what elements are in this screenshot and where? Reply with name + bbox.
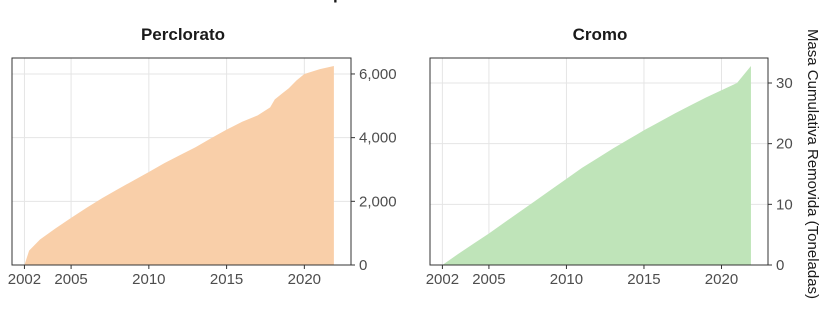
y-axis-perclorato: 0 2,000 4,000 6,000: [351, 66, 397, 274]
x-axis-cromo: 2002 2005 2010 2015 2020: [426, 265, 738, 288]
panel-title-cromo: Cromo: [573, 25, 628, 44]
area-series-perclorato: [24, 66, 334, 265]
y-axis-label: Masa Cumulativa Removida (Toneladas): [804, 29, 821, 299]
y-tick-label: 30: [776, 75, 793, 92]
x-tick-label: 2010: [550, 271, 583, 288]
x-tick-label: 2015: [627, 271, 660, 288]
x-tick-label: 2005: [54, 271, 87, 288]
y-tick-label: 2,000: [359, 193, 397, 210]
x-tick-label: 2020: [705, 271, 738, 288]
x-tick-label: 2020: [288, 271, 321, 288]
plot-border-cromo: [429, 57, 769, 266]
panel-cromo: Cromo 2002 2005 2010 2015 2020 0 10 20 30: [426, 25, 793, 288]
x-tick-label: 2015: [210, 271, 243, 288]
panel-perclorato: Perclorato 2002 2005 2010 2015 2020 0 2,000 4,…: [8, 25, 397, 288]
y-tick-label: 4,000: [359, 130, 397, 147]
y-tick-label: 6,000: [359, 66, 397, 83]
x-tick-label: 2002: [8, 271, 41, 288]
y-tick-label: 10: [776, 196, 793, 213]
x-tick-label: 2002: [426, 271, 459, 288]
y-tick-label: 0: [359, 257, 367, 274]
x-tick-label: 2005: [472, 271, 505, 288]
y-tick-label: 20: [776, 136, 793, 153]
x-axis-perclorato: 2002 2005 2010 2015 2020: [8, 265, 321, 288]
x-tick-label: 2010: [132, 271, 165, 288]
panel-title-perclorato: Perclorato: [141, 25, 225, 44]
plot-border-perclorato: [11, 57, 352, 266]
area-series-cromo: [442, 66, 751, 265]
clipped-figure-title: p: [333, 0, 343, 3]
y-tick-label: 0: [776, 257, 784, 274]
y-axis-cromo: 0 10 20 30: [768, 75, 793, 274]
